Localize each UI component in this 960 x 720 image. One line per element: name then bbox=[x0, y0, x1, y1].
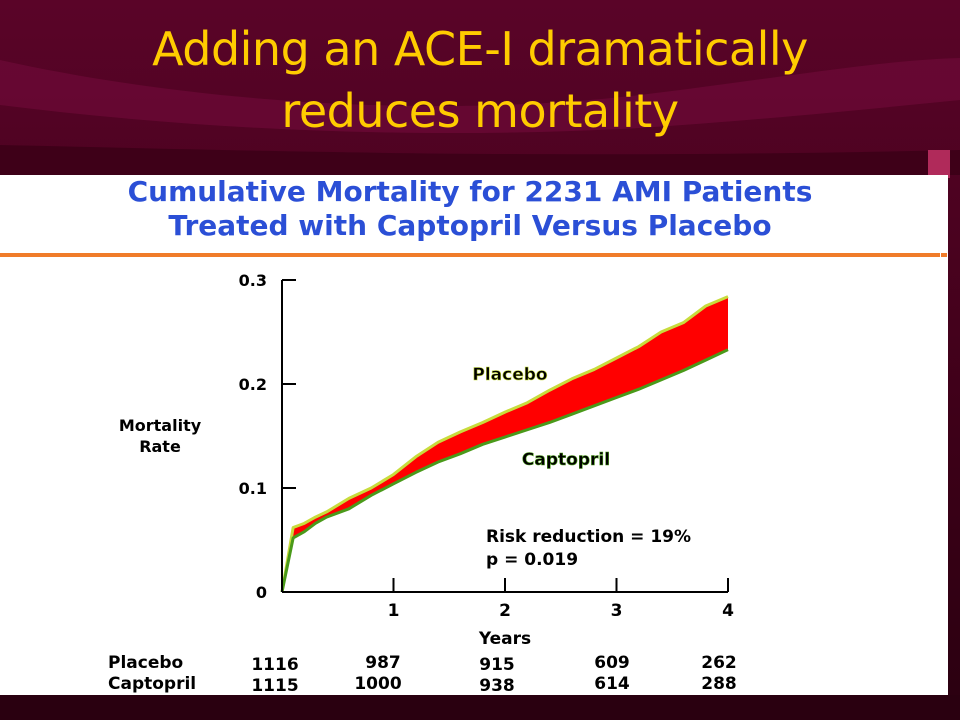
decorative-swoosh bbox=[0, 58, 960, 175]
at-risk-captopril-4: 288 bbox=[701, 674, 737, 694]
y-tick-label-3: 0.3 bbox=[239, 271, 267, 290]
series-label-placebo: Placebo bbox=[472, 365, 547, 385]
chart-heading-line2: Treated with Captopril Versus Placebo bbox=[168, 209, 772, 242]
x-tick-label-2: 3 bbox=[611, 601, 623, 621]
y-axis-label-line1: Mortality bbox=[119, 416, 202, 435]
at-risk-placebo-0: 1116 bbox=[251, 655, 298, 675]
at-risk-placebo-4: 262 bbox=[701, 653, 737, 673]
y-tick-label-2: 0.2 bbox=[239, 375, 267, 394]
at-risk-captopril-2: 938 bbox=[479, 676, 515, 695]
decorative-accent-bar bbox=[928, 150, 950, 178]
at-risk-label-placebo: Placebo bbox=[108, 653, 183, 673]
x-axis-label: Years bbox=[478, 629, 531, 649]
series-label-captopril: Captopril bbox=[522, 450, 610, 470]
at-risk-placebo-1: 987 bbox=[365, 653, 401, 673]
annotation-p-value: p = 0.019 bbox=[486, 550, 578, 570]
chart-heading-line1: Cumulative Mortality for 2231 AMI Patien… bbox=[127, 175, 813, 208]
at-risk-captopril-0: 1115 bbox=[251, 676, 298, 695]
at-risk-captopril-1: 1000 bbox=[354, 674, 401, 694]
heading-divider bbox=[0, 253, 940, 257]
at-risk-captopril-3: 614 bbox=[594, 674, 630, 694]
annotation-risk-reduction: Risk reduction = 19% bbox=[486, 527, 691, 547]
x-tick-label-1: 2 bbox=[499, 601, 511, 621]
y-tick-label-1: 0.1 bbox=[239, 479, 267, 498]
plot-layer: Placebo Captopril 0 0.1 0.2 0.3 1 2 3 4 bbox=[239, 271, 734, 621]
slide-title-line1: Adding an ACE-I dramatically bbox=[152, 22, 808, 76]
at-risk-placebo-2: 915 bbox=[479, 655, 515, 675]
y-axis-label-line2: Rate bbox=[139, 437, 181, 456]
at-risk-placebo-3: 609 bbox=[594, 653, 630, 673]
series-line-captopril bbox=[280, 348, 729, 593]
x-tick-label-3: 4 bbox=[722, 601, 734, 621]
series-line-placebo bbox=[280, 295, 729, 593]
slide-title: Adding an ACE-I dramatically reduces mor… bbox=[0, 18, 960, 142]
slide-title-line2: reduces mortality bbox=[281, 84, 679, 138]
x-tick-label-0: 1 bbox=[388, 601, 400, 621]
heading-divider-end bbox=[941, 253, 947, 257]
slide-footer bbox=[0, 695, 960, 720]
at-risk-label-captopril: Captopril bbox=[108, 674, 196, 694]
y-tick-label-0: 0 bbox=[256, 583, 267, 602]
risk-difference-band bbox=[282, 296, 728, 592]
chart-heading: Cumulative Mortality for 2231 AMI Patien… bbox=[40, 175, 900, 243]
